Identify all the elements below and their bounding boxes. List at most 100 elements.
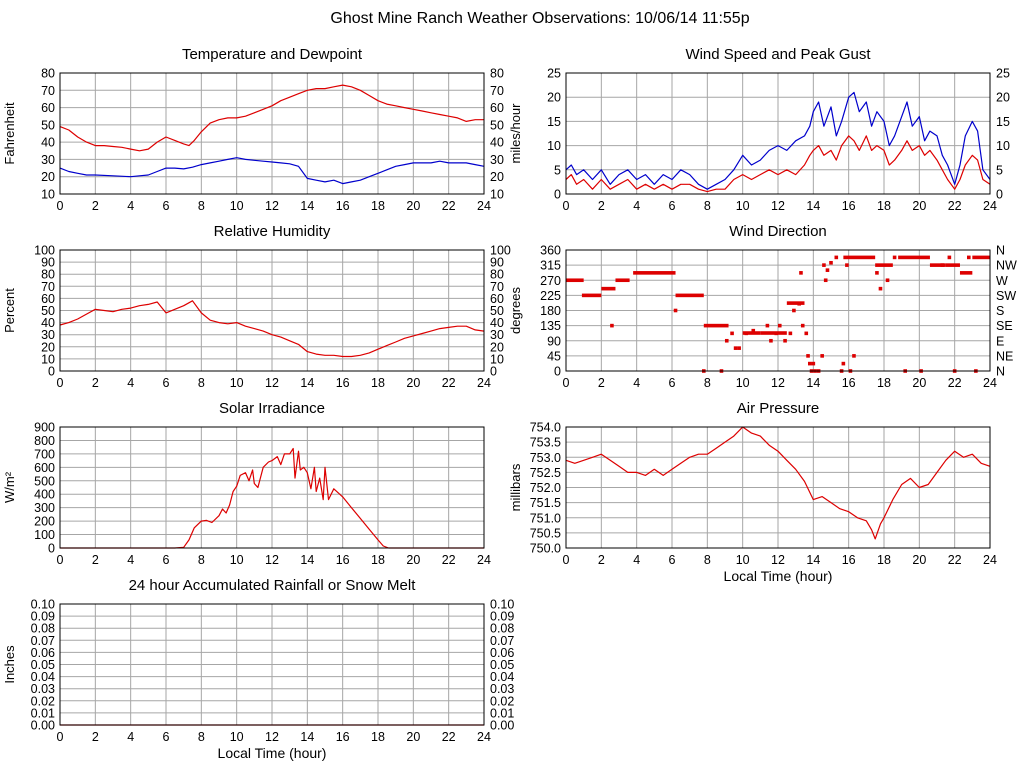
right-tick-label: 20 bbox=[490, 170, 504, 184]
y-tick-label: 0.00 bbox=[31, 719, 55, 733]
y-tick-label: 0 bbox=[48, 542, 55, 556]
x-tick-label: 0 bbox=[57, 199, 64, 213]
right-tick-label: 0.07 bbox=[490, 634, 514, 648]
x-tick-label: 20 bbox=[406, 199, 420, 213]
x-tick-label: 6 bbox=[669, 199, 676, 213]
temp-series-0 bbox=[59, 84, 484, 152]
x-tick-label: 2 bbox=[598, 199, 605, 213]
x-tick-label: 8 bbox=[198, 730, 205, 744]
y-tick-label: 60 bbox=[41, 292, 55, 306]
y-tick-label: 752.5 bbox=[530, 466, 561, 480]
x-tick-label: 12 bbox=[265, 376, 279, 390]
direction-point bbox=[811, 361, 816, 366]
y-tick-label: 750.0 bbox=[530, 542, 561, 556]
x-tick-label: 10 bbox=[230, 730, 244, 744]
x-tick-label: 2 bbox=[92, 553, 99, 567]
right-tick-label: NE bbox=[996, 349, 1013, 363]
right-tick-label: 60 bbox=[490, 101, 504, 115]
right-tick-label: 10 bbox=[996, 139, 1010, 153]
direction-point bbox=[777, 323, 782, 328]
rain-plot-frame bbox=[59, 603, 485, 726]
right-tick-label: 50 bbox=[490, 304, 504, 318]
press-series-0 bbox=[565, 426, 991, 540]
x-tick-label: 8 bbox=[198, 553, 205, 567]
x-tick-label: 10 bbox=[230, 199, 244, 213]
x-tick-label: 18 bbox=[371, 199, 385, 213]
x-tick-label: 8 bbox=[704, 376, 711, 390]
y-tick-label: 25 bbox=[547, 67, 561, 81]
direction-point bbox=[792, 308, 796, 313]
x-tick-label: 24 bbox=[477, 553, 491, 567]
y-tick-label: 10 bbox=[41, 352, 55, 366]
y-tick-label: 135 bbox=[540, 319, 561, 333]
y-tick-label: 40 bbox=[41, 316, 55, 330]
right-tick-label: 0.03 bbox=[490, 682, 514, 696]
direction-point bbox=[769, 338, 773, 343]
y-tick-label: 300 bbox=[34, 501, 55, 515]
y-tick-label: 753.5 bbox=[530, 436, 561, 450]
x-tick-label: 6 bbox=[163, 376, 170, 390]
right-tick-label: 0.00 bbox=[490, 719, 514, 733]
x-tick-label: 22 bbox=[442, 730, 456, 744]
direction-segment bbox=[601, 286, 616, 291]
temp-plot-frame bbox=[59, 72, 485, 195]
direction-point bbox=[799, 271, 803, 275]
y-tick-label: 360 bbox=[540, 244, 561, 258]
y-tick-label: 0 bbox=[554, 188, 561, 202]
y-tick-label: 0 bbox=[554, 365, 561, 379]
direction-point bbox=[822, 263, 826, 267]
y-tick-label: 315 bbox=[540, 259, 561, 273]
right-tick-label: S bbox=[996, 304, 1004, 318]
x-tick-label: 24 bbox=[983, 199, 997, 213]
x-tick-label: 20 bbox=[406, 730, 420, 744]
y-tick-label: 20 bbox=[547, 91, 561, 105]
temp-series-1 bbox=[59, 157, 485, 185]
x-tick-label: 0 bbox=[563, 376, 570, 390]
y-tick-label: 5 bbox=[554, 163, 561, 177]
direction-point bbox=[806, 354, 810, 358]
rain-chart: 24 hour Accumulated Rainfall or Snow Mel… bbox=[2, 577, 514, 761]
x-tick-label: 6 bbox=[163, 199, 170, 213]
y-tick-label: 30 bbox=[41, 328, 55, 342]
y-tick-label: 80 bbox=[41, 268, 55, 282]
x-tick-label: 16 bbox=[336, 730, 350, 744]
x-tick-label: 16 bbox=[336, 199, 350, 213]
y-tick-label: 0.02 bbox=[31, 694, 55, 708]
direction-point bbox=[733, 346, 738, 350]
temp-y-label: Fahrenheit bbox=[2, 102, 17, 165]
direction-point bbox=[797, 301, 801, 306]
y-tick-label: 753.0 bbox=[530, 451, 561, 465]
press-plot-frame bbox=[565, 426, 991, 549]
y-tick-label: 0.05 bbox=[31, 658, 55, 672]
y-tick-label: 30 bbox=[41, 153, 55, 167]
y-tick-label: 0.04 bbox=[31, 670, 55, 684]
x-tick-label: 20 bbox=[912, 376, 926, 390]
x-tick-label: 0 bbox=[563, 199, 570, 213]
rh-series-0 bbox=[59, 300, 485, 358]
y-tick-label: 900 bbox=[34, 421, 55, 435]
y-tick-label: 10 bbox=[547, 139, 561, 153]
x-tick-label: 6 bbox=[163, 730, 170, 744]
wind-y-label: miles/hour bbox=[508, 103, 523, 164]
x-tick-label: 6 bbox=[163, 553, 170, 567]
x-tick-label: 22 bbox=[948, 199, 962, 213]
x-tick-label: 24 bbox=[983, 376, 997, 390]
x-tick-label: 10 bbox=[736, 199, 750, 213]
y-tick-label: 80 bbox=[41, 67, 55, 81]
right-tick-label: 90 bbox=[490, 256, 504, 270]
x-tick-label: 6 bbox=[669, 376, 676, 390]
y-tick-label: 400 bbox=[34, 488, 55, 502]
x-tick-label: 14 bbox=[806, 553, 820, 567]
right-tick-label: 0.04 bbox=[490, 670, 514, 684]
direction-point bbox=[829, 260, 833, 265]
right-tick-label: 80 bbox=[490, 67, 504, 81]
x-tick-label: 4 bbox=[127, 730, 134, 744]
y-tick-label: 200 bbox=[34, 515, 55, 529]
right-tick-label: 100 bbox=[490, 244, 511, 258]
x-tick-label: 16 bbox=[842, 376, 856, 390]
y-tick-label: 0.10 bbox=[31, 598, 55, 612]
direction-point bbox=[673, 308, 678, 313]
